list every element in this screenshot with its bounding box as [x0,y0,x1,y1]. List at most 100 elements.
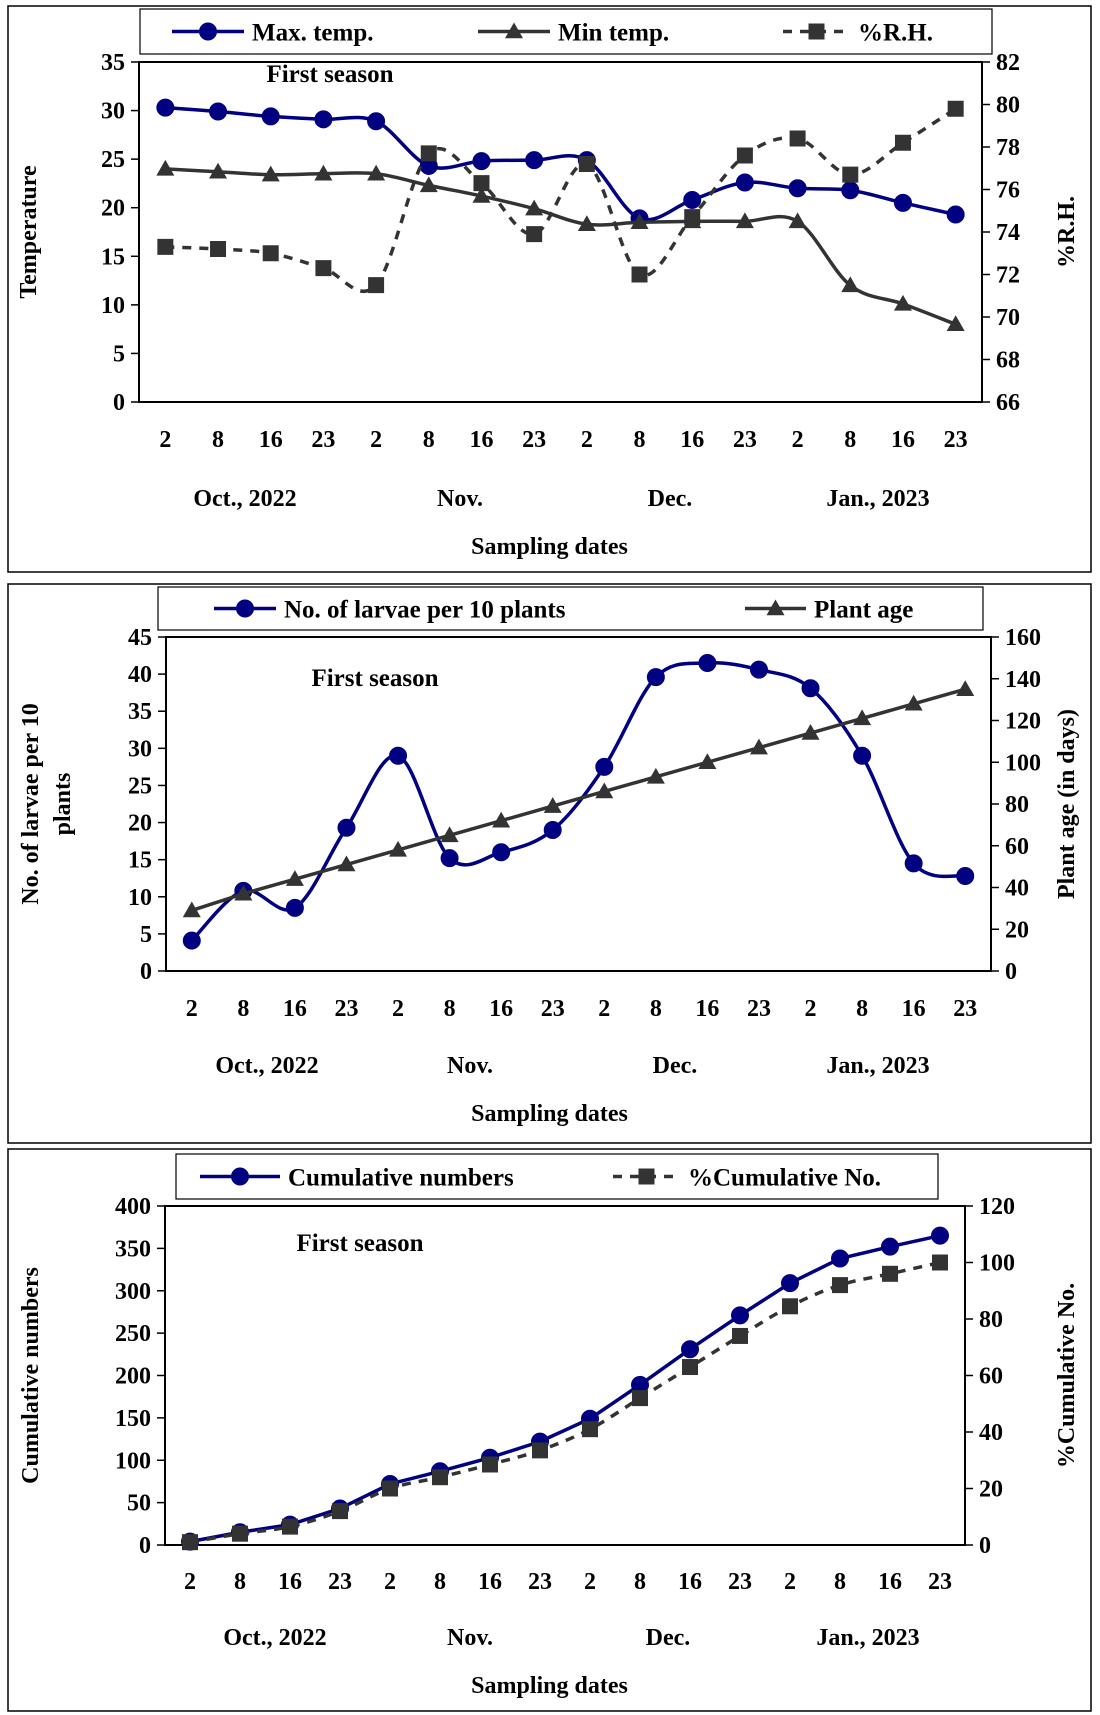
x-tick-label: 16 [478,1569,502,1595]
data-point [182,901,201,918]
x-tick-label: 23 [334,996,358,1022]
y-right-tick-label: 100 [1005,750,1041,776]
data-point [472,187,491,203]
legend-swatch-marker [766,599,785,616]
y-tick-label: 5 [113,341,125,367]
x-tick-label: 2 [159,427,171,453]
y-right-tick-label: 80 [996,93,1020,119]
series-line [165,167,957,326]
data-point [631,266,648,283]
legend: Max. temp. Min temp. %R.H. [139,8,993,55]
data-point [156,98,175,117]
x-tick-label: 8 [856,996,868,1022]
x-tick-label: 8 [237,996,249,1022]
y-tick-label: 50 [127,1491,151,1517]
data-point [182,1534,198,1551]
data-point [841,181,860,200]
data-point [630,213,649,230]
x-tick-label: 2 [598,996,610,1022]
data-point [337,855,356,872]
legend-swatch-marker [236,599,254,618]
y-right-tick-label: 40 [1005,876,1029,902]
data-point [894,134,911,151]
x-tick-label: 8 [234,1569,246,1595]
y-right-axis-title: %Cumulative No. [1054,1283,1080,1468]
data-point [632,1390,648,1407]
data-point [389,746,408,765]
y-right-tick-label: 100 [979,1251,1015,1277]
y-tick-label: 150 [115,1406,151,1432]
series-2 [156,159,965,332]
y-right-tick-label: 72 [996,263,1020,289]
y-tick-label: 0 [139,1533,151,1559]
data-point [282,1518,298,1535]
data-point [543,797,562,813]
data-point [367,164,386,181]
data-point [482,1456,498,1473]
data-point [832,1277,848,1294]
data-point [681,1340,699,1359]
x-tick-label: 23 [528,1569,552,1595]
data-point [683,190,702,209]
y-right-tick-label: 80 [1005,792,1029,818]
y-tick-label: 10 [101,293,125,319]
data-point [420,145,437,162]
series-3 [157,100,964,294]
data-point [315,260,332,277]
x-tick-label: 16 [469,427,493,453]
series-line [165,105,957,222]
series-1 [182,653,975,950]
x-tick-label: 2 [792,427,804,453]
data-point [543,820,562,839]
x-tick-label: 16 [278,1569,302,1595]
data-point [382,1480,398,1497]
x-tick-label: 23 [728,1569,752,1595]
legend-label: Max. temp. [252,20,374,47]
season-annotation: First season [266,61,393,88]
x-tick-label: 2 [186,996,198,1022]
data-point [684,209,701,226]
y-right-tick-label: 0 [1005,959,1017,985]
y-tick-label: 20 [128,811,152,837]
x-tick-label: 16 [259,427,283,453]
y-right-tick-label: 0 [979,1533,991,1559]
data-point [492,811,511,828]
y-tick-label: 0 [113,390,125,416]
data-point [368,277,385,294]
legend: Cumulative numbers %Cumulative No. [175,1153,939,1200]
y-axis-title: No. of larvae per 10 plants [18,703,76,905]
y-right-tick-label: 70 [996,305,1020,331]
data-point [261,107,280,126]
x-tick-label: 23 [311,427,335,453]
x-tick-label: 8 [634,427,646,453]
data-point [956,866,975,885]
data-point [526,226,543,243]
month-label: Jan., 2023 [816,1625,919,1651]
data-point [432,1469,448,1486]
data-point [789,130,806,147]
y-tick-label: 350 [115,1236,151,1262]
x-tick-label: 8 [423,427,435,453]
data-point [831,1249,849,1268]
x-tick-label: 8 [434,1569,446,1595]
month-label: Oct., 2022 [223,1625,326,1651]
month-label: Dec. [653,1053,698,1079]
legend-swatch-marker [638,1168,655,1185]
data-point [731,1306,749,1325]
data-point [946,315,965,332]
data-point [853,709,872,726]
month-label: Jan., 2023 [826,486,929,512]
legend-label: %R.H. [858,20,933,47]
x-tick-label: 23 [522,427,546,453]
y-right-tick-label: 60 [979,1364,1003,1390]
data-point [261,165,280,182]
chart-panel-3: 0 50 100 150 200 250 300 350 400 0 20 40 60 80 100 120 2… [7,1148,1092,1712]
y-right-tick-label: 78 [996,135,1020,161]
data-point [209,102,228,121]
data-point [210,241,227,257]
x-tick-label: 23 [747,996,771,1022]
x-tick-label: 2 [392,996,404,1022]
y-tick-label: 10 [128,885,152,911]
y-axis-title: Temperature [16,165,42,299]
